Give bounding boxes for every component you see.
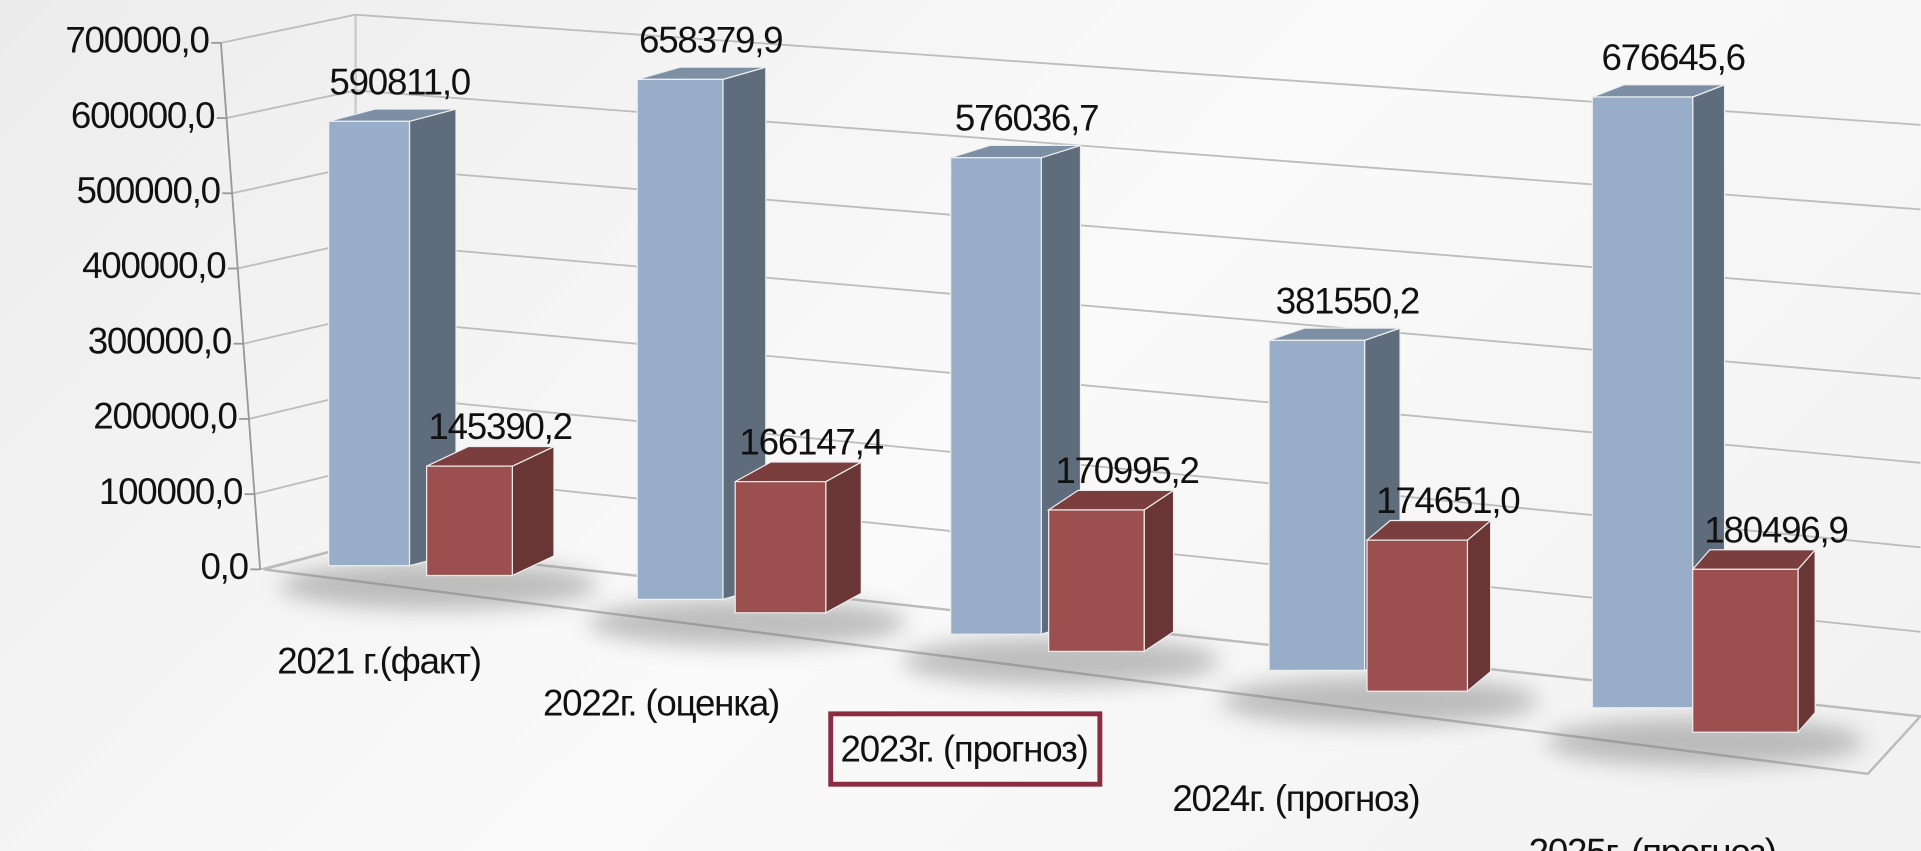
data-label: 658379,9 — [639, 19, 782, 60]
data-label: 180496,9 — [1704, 509, 1847, 550]
data-label: 170995,2 — [1055, 450, 1198, 491]
bar — [1048, 509, 1145, 653]
bar — [328, 120, 411, 567]
y-tick-label: 500000,0 — [77, 170, 220, 211]
x-tick-label: 2024г. (прогноз) — [1172, 778, 1419, 819]
bar — [1692, 568, 1799, 733]
y-tick-label: 300000,0 — [88, 320, 231, 361]
y-tick-label: 200000,0 — [93, 396, 236, 437]
bar — [950, 157, 1042, 635]
highlight-box — [828, 711, 1103, 787]
y-tick-label: 100000,0 — [99, 471, 242, 512]
bar-side — [1797, 548, 1816, 734]
y-tick-label: 0,0 — [200, 546, 247, 587]
y-axis — [220, 42, 262, 570]
bar-side — [511, 445, 555, 577]
grid-line — [226, 89, 1921, 211]
data-label: 174651,0 — [1376, 480, 1519, 521]
data-label: 676645,6 — [1601, 37, 1744, 78]
bar — [1268, 339, 1366, 672]
bar-side — [825, 460, 862, 614]
y-tick-label: 600000,0 — [71, 95, 214, 136]
bar — [734, 481, 827, 614]
x-tick-label: 2021 г.(факт) — [277, 640, 480, 681]
data-label: 590811,0 — [329, 61, 470, 102]
data-label: 381550,2 — [1276, 280, 1419, 321]
data-label: 145390,2 — [428, 406, 571, 447]
bar — [1366, 539, 1469, 692]
bar — [426, 465, 513, 577]
bar — [1591, 96, 1694, 709]
grid-line — [220, 13, 1921, 126]
x-tick-label: 2023г. (прогноз) — [841, 729, 1088, 770]
bar-side — [1143, 489, 1175, 653]
y-tick-label: 400000,0 — [82, 245, 225, 286]
x-tick-label: 2025г. (прогноз) — [1529, 831, 1776, 851]
bar — [636, 78, 724, 600]
bar-top — [1691, 549, 1817, 570]
data-label: 166147,4 — [739, 422, 883, 463]
y-tick-label: 700000,0 — [65, 20, 208, 61]
x-tick-label: 2022г. (оценка) — [543, 683, 779, 724]
bar-side — [1466, 519, 1492, 693]
data-label: 576036,7 — [955, 98, 1098, 139]
